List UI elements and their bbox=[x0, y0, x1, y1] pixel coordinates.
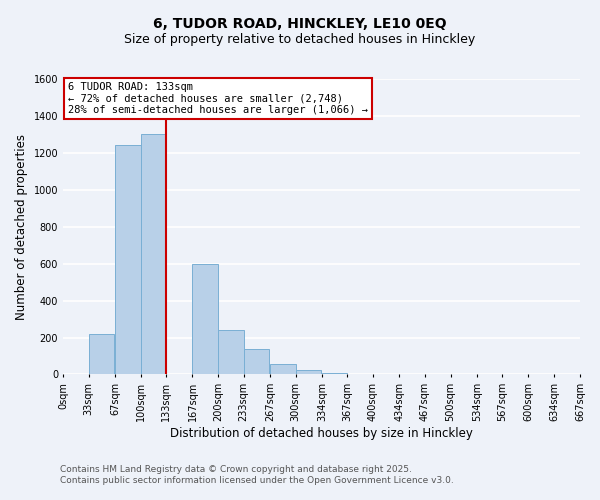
Text: Contains HM Land Registry data © Crown copyright and database right 2025.: Contains HM Land Registry data © Crown c… bbox=[60, 465, 412, 474]
Text: Contains public sector information licensed under the Open Government Licence v3: Contains public sector information licen… bbox=[60, 476, 454, 485]
Text: 6, TUDOR ROAD, HINCKLEY, LE10 0EQ: 6, TUDOR ROAD, HINCKLEY, LE10 0EQ bbox=[153, 18, 447, 32]
Bar bbox=[270, 364, 296, 374]
Bar bbox=[193, 264, 218, 374]
Bar bbox=[322, 372, 347, 374]
Bar bbox=[115, 146, 140, 374]
Bar bbox=[244, 348, 269, 374]
Bar bbox=[140, 134, 166, 374]
Text: 6 TUDOR ROAD: 133sqm
← 72% of detached houses are smaller (2,748)
28% of semi-de: 6 TUDOR ROAD: 133sqm ← 72% of detached h… bbox=[68, 82, 368, 115]
Bar bbox=[89, 334, 114, 374]
Y-axis label: Number of detached properties: Number of detached properties bbox=[15, 134, 28, 320]
Bar bbox=[218, 330, 244, 374]
Bar bbox=[296, 370, 321, 374]
Text: Size of property relative to detached houses in Hinckley: Size of property relative to detached ho… bbox=[124, 32, 476, 46]
X-axis label: Distribution of detached houses by size in Hinckley: Distribution of detached houses by size … bbox=[170, 427, 473, 440]
